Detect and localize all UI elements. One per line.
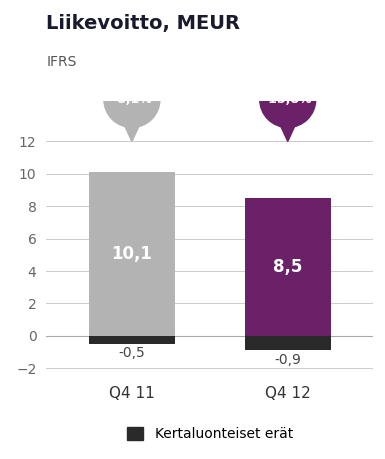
Text: -0,9: -0,9 (274, 353, 301, 367)
Bar (245, 336, 331, 351)
Ellipse shape (104, 72, 160, 128)
Polygon shape (117, 108, 147, 141)
Text: -0,5: -0,5 (119, 347, 145, 360)
Bar (89, 336, 175, 344)
Text: Liikevoitto, MEUR: Liikevoitto, MEUR (46, 14, 240, 33)
Ellipse shape (260, 72, 316, 128)
Text: -15,8%: -15,8% (263, 93, 312, 106)
Text: 10,1: 10,1 (112, 245, 152, 263)
Bar (245, 198, 331, 336)
Text: IFRS: IFRS (46, 55, 77, 69)
Text: 8,5: 8,5 (273, 258, 303, 276)
Bar (89, 172, 175, 336)
Legend: Kertaluonteiset erät: Kertaluonteiset erät (121, 422, 298, 447)
Polygon shape (272, 108, 303, 141)
Text: -8,1%: -8,1% (112, 93, 152, 106)
